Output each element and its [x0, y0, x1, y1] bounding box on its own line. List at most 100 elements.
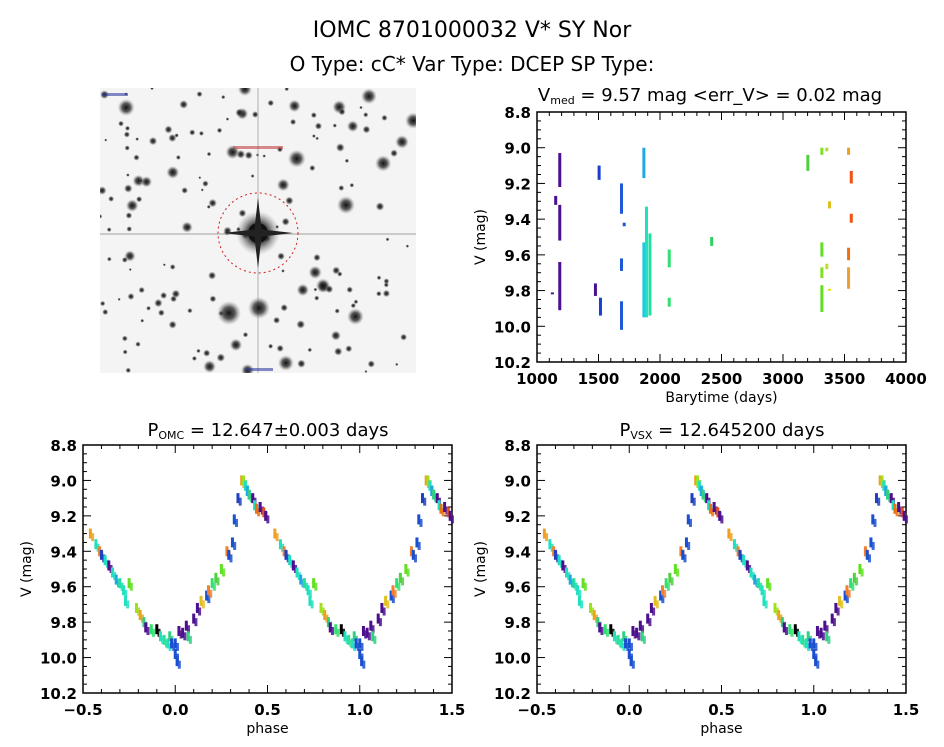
star [308, 265, 322, 280]
data-point [281, 543, 285, 552]
data-point [336, 628, 340, 637]
data-point [420, 493, 424, 504]
star [124, 145, 130, 151]
data-segment [847, 247, 851, 261]
data-point [666, 582, 670, 591]
data-point [435, 493, 439, 504]
star [202, 180, 209, 187]
data-point [615, 635, 619, 644]
data-point [576, 585, 580, 596]
data-point [598, 621, 602, 630]
data-point [843, 590, 847, 601]
data-point [310, 600, 314, 609]
star [237, 88, 252, 97]
star [191, 355, 198, 362]
data-point [762, 595, 766, 606]
star [106, 227, 112, 233]
data-segment [620, 301, 624, 330]
data-point [716, 507, 720, 518]
data-point [553, 549, 557, 560]
star [375, 202, 385, 211]
data-point [138, 610, 142, 621]
data-point [808, 638, 812, 649]
data-point [648, 618, 652, 627]
data-point [329, 621, 333, 630]
data-point [814, 653, 818, 662]
x-tick-label: 0.0 [162, 701, 189, 719]
data-point [863, 546, 867, 557]
star [359, 105, 363, 110]
data-point [748, 565, 752, 573]
data-point [565, 567, 569, 578]
data-point [720, 515, 724, 524]
data-point [122, 585, 126, 596]
data-point [689, 518, 693, 527]
star [325, 285, 334, 294]
data-point [247, 490, 251, 499]
star [171, 289, 181, 299]
star [108, 195, 115, 202]
data-point [591, 607, 595, 616]
data-point [352, 631, 356, 642]
data-point [382, 607, 386, 616]
data-point [258, 502, 262, 512]
data-point [201, 600, 205, 609]
data-point [902, 510, 906, 521]
star [216, 127, 223, 134]
star [262, 154, 266, 158]
data-point [166, 638, 170, 649]
y-axis-label: V (mag) [473, 209, 489, 265]
data-point [426, 479, 430, 488]
data-point [580, 600, 584, 609]
data-point [624, 635, 628, 644]
data-point [618, 639, 622, 648]
star [208, 198, 218, 208]
data-point [626, 642, 630, 651]
data-point [759, 582, 763, 591]
data-point [291, 560, 295, 571]
data-point [262, 507, 266, 518]
data-point [788, 624, 792, 635]
data-point [775, 607, 779, 616]
data-point [624, 638, 628, 649]
data-point [762, 589, 766, 598]
data-point [596, 617, 600, 628]
star [296, 319, 306, 329]
star [285, 196, 294, 205]
data-point [878, 475, 882, 486]
data-segment [642, 147, 646, 179]
star [296, 283, 310, 297]
chart-title-lightcurve: Vmed = 9.57 mag <err_V> = 0.02 mag [500, 85, 920, 107]
data-point [780, 617, 784, 628]
data-point [556, 554, 560, 563]
data-point [284, 550, 288, 559]
data-point [871, 541, 875, 550]
data-point [247, 489, 251, 500]
data-point [676, 568, 680, 577]
data-point [577, 595, 581, 606]
star [125, 212, 133, 219]
data-point [358, 638, 362, 649]
data-point [135, 602, 139, 613]
star [313, 253, 321, 262]
star [217, 301, 241, 325]
star [242, 331, 249, 338]
data-point [874, 493, 878, 504]
data-point [718, 511, 722, 520]
star [216, 353, 226, 362]
y-tick-label: 10.2 [40, 685, 77, 703]
data-point [273, 528, 277, 539]
data-segment [558, 153, 562, 187]
data-point [297, 572, 301, 581]
data-segment [622, 222, 626, 227]
data-point [151, 628, 155, 637]
data-segment [825, 147, 829, 152]
data-point [860, 568, 864, 577]
star [405, 244, 410, 248]
data-point [129, 582, 133, 591]
data-point [542, 528, 546, 539]
data-point [275, 533, 279, 542]
y-tick-label: 9.2 [504, 175, 531, 193]
star [174, 133, 179, 138]
star [181, 187, 189, 194]
